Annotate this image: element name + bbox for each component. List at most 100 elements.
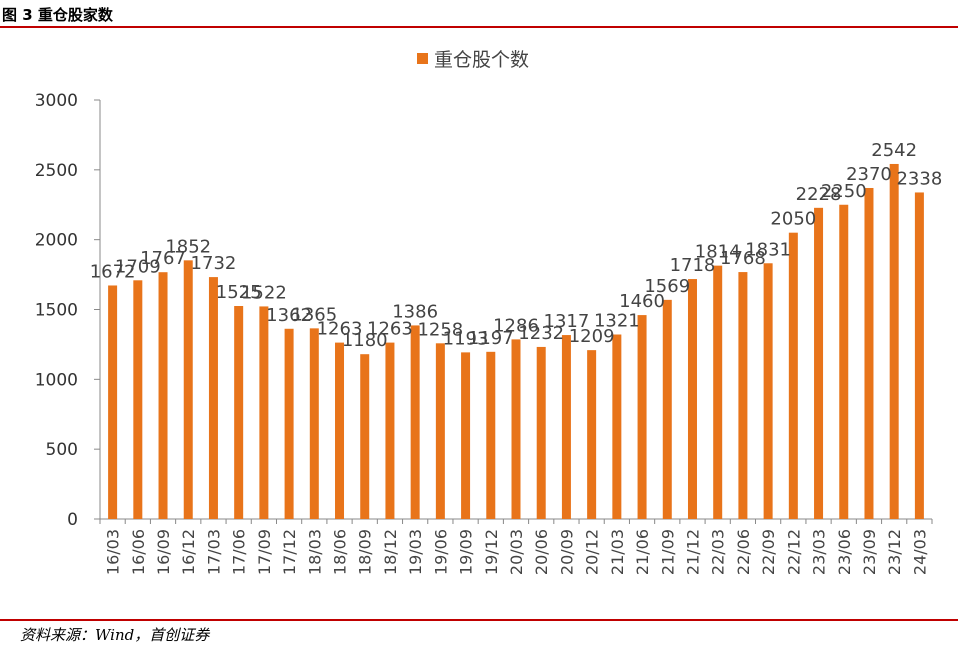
- bar: [889, 163, 899, 519]
- bar: [511, 339, 521, 519]
- data-label: 1209: [569, 326, 615, 347]
- bar: [133, 280, 143, 519]
- x-tick-label: 18/06: [331, 529, 350, 575]
- bar: [158, 272, 168, 519]
- data-label: 1767: [140, 248, 186, 269]
- x-tick-label: 19/03: [406, 529, 425, 575]
- bar: [435, 343, 445, 519]
- x-tick-label: 22/12: [784, 529, 803, 575]
- x-tick-label: 23/03: [810, 529, 829, 575]
- data-label: 1362: [266, 305, 312, 326]
- bottom-divider: [0, 619, 958, 621]
- data-label: 1718: [670, 255, 716, 276]
- bars: [108, 163, 924, 520]
- data-label: 1831: [745, 239, 791, 260]
- chart-legend: 重仓股个数: [417, 49, 529, 71]
- data-label: 1522: [241, 282, 287, 303]
- data-label: 1258: [417, 319, 463, 340]
- y-tick-label: 500: [46, 440, 78, 460]
- data-label: 1569: [644, 276, 690, 297]
- data-label: 1263: [367, 319, 413, 340]
- x-tick-label: 19/12: [482, 529, 501, 575]
- x-axis: 16/03 16/06 16/09 16/12 17/03 17/06 17/09 17/12…: [99, 518, 933, 575]
- x-tick-label: 21/12: [683, 529, 702, 575]
- bar: [763, 263, 773, 519]
- y-tick-label: 2000: [35, 231, 78, 251]
- x-tick-label: 22/09: [759, 529, 778, 575]
- bar: [587, 350, 597, 519]
- bar: [864, 187, 874, 520]
- data-label: 1852: [165, 236, 211, 257]
- bar: [461, 352, 471, 519]
- x-tick-label: 16/03: [104, 529, 123, 575]
- bar: [108, 285, 118, 519]
- x-tick-label: 16/12: [179, 529, 198, 575]
- x-tick-label: 17/06: [230, 529, 249, 575]
- data-label: 2542: [871, 140, 917, 161]
- bar: [637, 315, 647, 519]
- data-label: 1709: [115, 256, 161, 277]
- bar: [309, 328, 319, 519]
- x-tick-label: 21/06: [633, 529, 652, 575]
- y-tick-label: 2500: [35, 161, 78, 181]
- x-tick-label: 18/03: [305, 529, 324, 575]
- bar: [561, 335, 571, 519]
- bar: [183, 260, 193, 519]
- x-tick-label: 17/12: [280, 529, 299, 575]
- x-tick-label: 19/06: [431, 529, 450, 575]
- bar: [612, 334, 622, 519]
- data-label: 1386: [392, 301, 438, 322]
- data-label: 1525: [216, 282, 262, 303]
- bar: [410, 325, 420, 519]
- x-tick-label: 23/06: [835, 529, 854, 575]
- top-divider: [0, 26, 958, 28]
- legend-swatch: [417, 53, 428, 64]
- data-label: 2228: [796, 184, 842, 205]
- bar: [788, 232, 798, 519]
- bar: [738, 272, 748, 519]
- data-label: 1460: [619, 291, 665, 312]
- data-label: 1286: [493, 315, 539, 336]
- data-label: 2338: [896, 168, 942, 189]
- bar: [385, 342, 395, 519]
- x-tick-label: 23/12: [885, 529, 904, 575]
- data-label: 1263: [317, 319, 363, 340]
- y-tick-label: 0: [67, 510, 78, 530]
- bar: [713, 265, 723, 519]
- x-tick-label: 18/12: [381, 529, 400, 575]
- data-label: 1768: [720, 248, 766, 269]
- data-label: 1814: [695, 242, 741, 263]
- data-label: 1672: [90, 261, 136, 282]
- x-tick-label: 20/03: [507, 529, 526, 575]
- x-tick-label: 22/06: [734, 529, 753, 575]
- y-tick-label: 1000: [35, 370, 78, 390]
- x-tick-label: 20/12: [583, 529, 602, 575]
- x-tick-label: 18/09: [356, 529, 375, 575]
- x-tick-label: 17/03: [204, 529, 223, 575]
- y-tick-label: 1500: [35, 301, 78, 321]
- bar: [208, 277, 218, 519]
- bar: [536, 346, 546, 519]
- bar: [839, 204, 849, 519]
- data-label: 2370: [846, 164, 892, 185]
- bar: [486, 351, 496, 519]
- data-label: 1365: [291, 304, 337, 325]
- x-tick-label: 21/09: [658, 529, 677, 575]
- bar: [662, 299, 672, 519]
- bar: [259, 306, 269, 519]
- y-axis: 0 500 1000 1500 2000 2500 3000: [35, 91, 101, 530]
- data-label: 1232: [518, 323, 564, 344]
- x-tick-label: 21/03: [608, 529, 627, 575]
- x-tick-label: 23/09: [860, 529, 879, 575]
- x-tick-label: 19/09: [457, 529, 476, 575]
- bar: [360, 354, 370, 519]
- bar: [234, 306, 244, 519]
- data-label: 2050: [770, 209, 816, 230]
- data-label: 1193: [443, 328, 489, 349]
- x-tick-label: 24/03: [910, 529, 929, 575]
- bar: [335, 342, 345, 519]
- data-label: 1317: [544, 311, 590, 332]
- x-tick-label: 16/06: [129, 529, 148, 575]
- bar: [284, 328, 294, 519]
